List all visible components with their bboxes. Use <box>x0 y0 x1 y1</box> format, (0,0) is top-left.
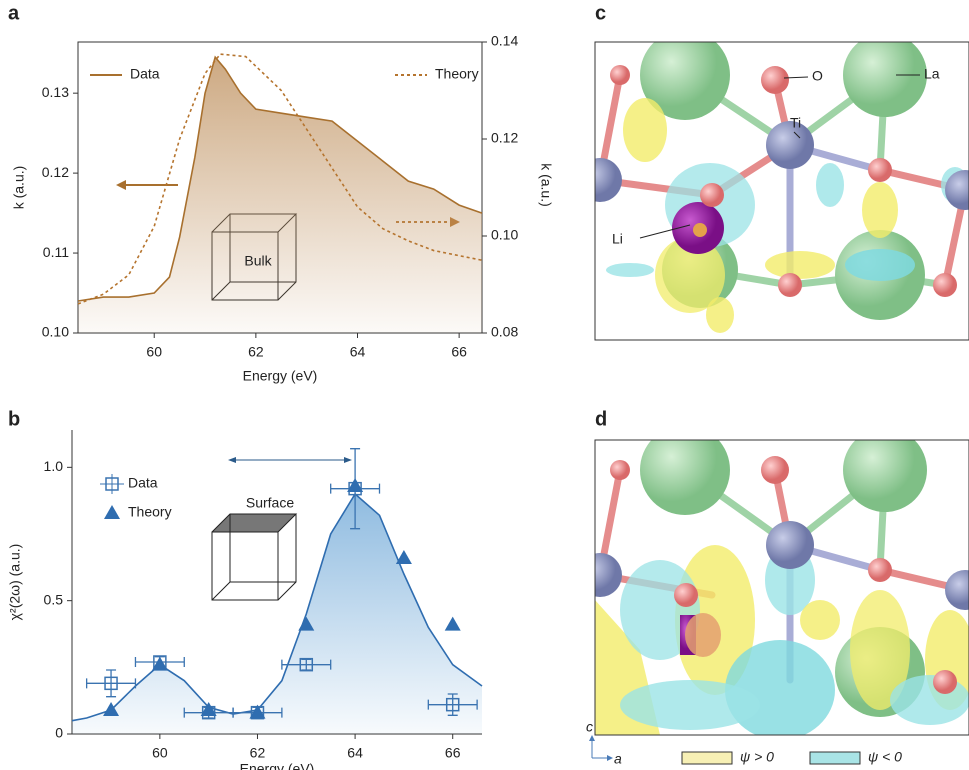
square-marker <box>104 676 118 691</box>
axis-letter: a <box>614 751 622 767</box>
area <box>78 57 482 333</box>
atom-label: Li <box>612 231 623 247</box>
x-tick-label: 66 <box>451 344 467 360</box>
panel-frame <box>594 41 969 341</box>
panel-label: a <box>8 2 20 24</box>
atom-label: La <box>924 66 940 82</box>
y-tick-label: 0.5 <box>44 591 64 607</box>
triangle-marker <box>395 550 412 564</box>
square-marker <box>105 477 119 491</box>
legend-label: Data <box>130 66 160 82</box>
y-axis-label: k (a.u.) <box>11 166 27 210</box>
triangle-marker <box>151 656 168 671</box>
orbital-legend: ψ > 0 ψ < 0 <box>681 749 902 765</box>
structure-d <box>595 440 969 735</box>
y2-tick-label: 0.08 <box>491 324 518 340</box>
triangle-marker <box>298 616 315 631</box>
y-tick-label: 0.10 <box>42 324 69 340</box>
y-axis-label: χ²(2ω) (a.u.) <box>7 544 23 621</box>
atom-label: O <box>812 68 823 84</box>
y2-tick-label: 0.14 <box>491 33 518 49</box>
legend-error <box>100 474 124 494</box>
y-error-bar <box>106 669 117 698</box>
line <box>77 55 483 302</box>
x-tick-label: 62 <box>250 745 266 761</box>
triangle-marker <box>104 505 120 519</box>
triangle-marker <box>103 702 120 716</box>
triangle-marker <box>444 616 461 631</box>
y2-axis-label: k (a.u.) <box>538 163 554 207</box>
x-tick-label: 64 <box>347 745 363 761</box>
y-tick-label: 0 <box>55 725 63 741</box>
x-tick-label: 62 <box>248 344 264 360</box>
triangle-marker <box>249 704 266 719</box>
x-tick-label: 66 <box>445 745 461 761</box>
panel-label: c <box>595 2 606 24</box>
axis-letter: c <box>586 719 593 735</box>
x-axis-label: Energy (eV) <box>243 368 318 384</box>
x-tick-label: 60 <box>152 745 168 761</box>
triangle-marker <box>200 702 217 716</box>
atom-label: Ti <box>790 115 801 131</box>
surface-cube <box>211 513 298 601</box>
legend-label: ψ < 0 <box>868 749 902 765</box>
annotation: Surface <box>246 495 294 511</box>
legend-label: Data <box>128 475 158 491</box>
square-marker <box>299 657 314 672</box>
y-tick-label: 0.11 <box>43 244 69 260</box>
panel-label: b <box>8 408 20 430</box>
structure-c: O La Ti Li <box>595 42 969 340</box>
panel-label: d <box>595 408 607 430</box>
lattice-axes: c a <box>586 719 622 767</box>
y-tick-label: 0.12 <box>42 164 69 180</box>
legend-label: Theory <box>128 504 172 520</box>
panel-frame <box>594 439 969 736</box>
y-tick-label: 0.13 <box>42 84 69 100</box>
area <box>72 494 482 734</box>
x-tick-label: 64 <box>350 344 366 360</box>
square-marker <box>445 697 460 712</box>
x-tick-label: 60 <box>146 344 162 360</box>
line <box>77 53 483 305</box>
triangle-marker <box>347 478 364 492</box>
legend-label: ψ > 0 <box>740 749 774 765</box>
annotation: Bulk <box>244 253 272 269</box>
y2-tick-label: 0.10 <box>491 227 518 243</box>
y-tick-label: 1.0 <box>44 458 64 474</box>
x-axis-label: Energy (eV) <box>240 761 315 770</box>
fit-line <box>71 492 483 722</box>
legend-label: Theory <box>435 66 479 82</box>
y-error-bar <box>447 693 458 716</box>
y2-tick-label: 0.12 <box>491 130 518 146</box>
